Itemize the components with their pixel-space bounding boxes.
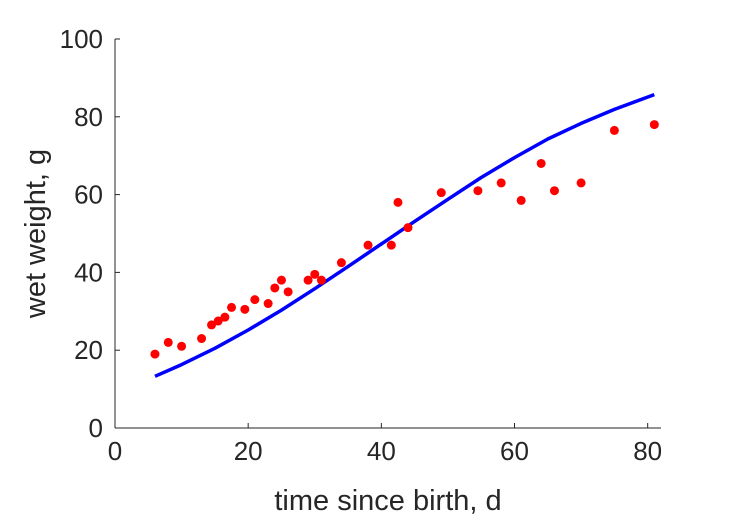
data-point <box>473 186 483 196</box>
y-tick-label: 40 <box>74 257 103 287</box>
data-point <box>609 125 619 135</box>
data-point <box>207 320 217 330</box>
data-point <box>496 178 506 188</box>
x-tick-label: 0 <box>108 436 122 466</box>
y-tick-label: 100 <box>60 24 103 54</box>
data-point <box>363 240 373 250</box>
data-point <box>549 186 559 196</box>
x-tick-label: 80 <box>633 436 662 466</box>
data-point <box>576 178 586 188</box>
data-point <box>303 275 313 285</box>
data-point <box>516 195 526 205</box>
x-tick-label: 20 <box>234 436 263 466</box>
x-axis-label: time since birth, d <box>274 485 501 517</box>
data-point <box>220 312 230 322</box>
data-point <box>163 337 173 347</box>
data-point <box>240 304 250 314</box>
data-point <box>263 299 273 309</box>
data-point <box>403 223 413 233</box>
y-ticks: 0 20 40 60 80 100 <box>60 24 120 443</box>
fit-line <box>154 92 655 378</box>
data-point <box>213 316 223 326</box>
data-point <box>386 240 396 250</box>
data-point <box>250 295 260 305</box>
data-point <box>150 349 160 359</box>
plot-series <box>150 92 659 378</box>
data-point <box>536 158 546 168</box>
data-point <box>283 287 293 297</box>
data-point <box>276 275 286 285</box>
x-ticks: 0 20 40 60 80 <box>108 423 662 466</box>
data-point <box>227 302 237 312</box>
data-point <box>177 341 187 351</box>
y-tick-label: 20 <box>74 335 103 365</box>
data-point <box>316 275 326 285</box>
data-point <box>393 197 403 207</box>
x-tick-label: 40 <box>367 436 396 466</box>
data-point <box>436 188 446 198</box>
y-tick-label: 0 <box>89 413 103 443</box>
data-point <box>197 334 207 344</box>
y-tick-label: 80 <box>74 102 103 132</box>
data-point <box>336 258 346 268</box>
x-tick-label: 60 <box>500 436 529 466</box>
data-point <box>270 283 280 293</box>
y-tick-label: 60 <box>74 180 103 210</box>
data-point <box>310 269 320 279</box>
data-point <box>649 120 659 130</box>
y-axis-label: wet weight, g <box>20 149 52 319</box>
axes <box>114 39 661 429</box>
